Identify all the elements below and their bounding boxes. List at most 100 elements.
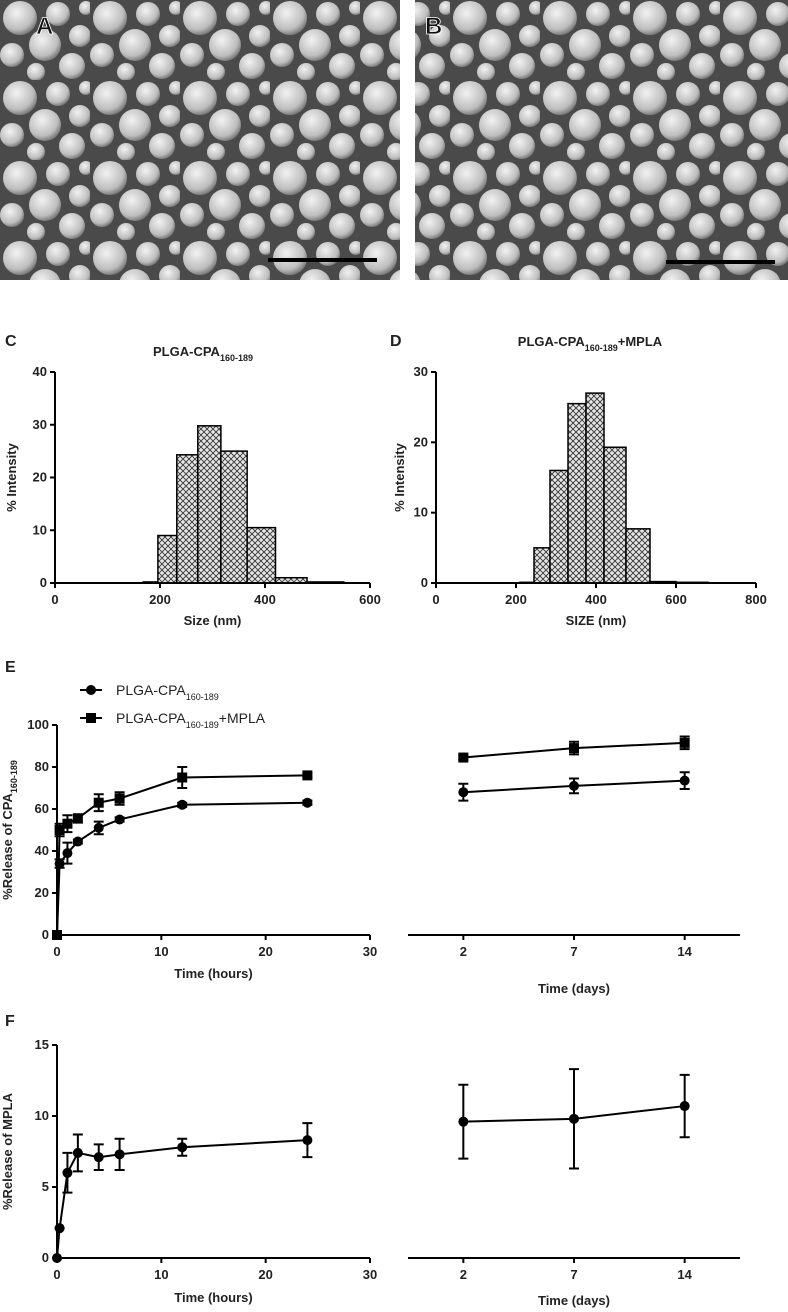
x-tick-label: 7 — [570, 944, 577, 959]
series-line — [56, 1139, 308, 1259]
marker — [302, 797, 313, 808]
marker — [569, 780, 579, 791]
y-tick-label: 5 — [42, 1179, 49, 1194]
x-tick-label: 0 — [53, 944, 60, 959]
y-axis-label-part: %Release of CPA — [0, 793, 15, 900]
x-tick-label: 0 — [53, 1267, 60, 1282]
x-axis-label: Time (hours) — [174, 966, 253, 981]
y-tick-label: 80 — [35, 759, 49, 774]
panel-label: F — [5, 1013, 15, 1030]
chart-title: PLGA-CPA160-189+MPLA — [518, 334, 663, 353]
marker — [569, 743, 579, 754]
y-tick-label: 60 — [35, 801, 49, 816]
y-tick-label: 15 — [35, 1037, 49, 1052]
y-tick-label: 10 — [414, 505, 428, 520]
marker — [679, 1101, 690, 1112]
bar — [246, 526, 277, 584]
x-tick-label: 400 — [585, 592, 607, 607]
bar — [567, 402, 587, 584]
y-tick-label: 30 — [33, 417, 47, 432]
y-tick-label: 20 — [35, 885, 49, 900]
legend-label: PLGA-CPA160-189+MPLA — [116, 710, 266, 730]
y-axis-label: % Intensity — [4, 442, 19, 511]
marker — [93, 822, 104, 833]
chart-title-part: +MPLA — [618, 334, 663, 349]
marker — [114, 814, 125, 825]
x-tick-label: 10 — [154, 944, 168, 959]
y-tick-label: 10 — [33, 522, 47, 537]
marker — [86, 713, 96, 723]
x-tick-label: 20 — [258, 1267, 272, 1282]
panel-label: E — [5, 659, 16, 676]
y-axis-label-part: %Release of MPLA — [0, 1092, 15, 1210]
x-tick-label: 0 — [51, 592, 58, 607]
y-axis-label-part: 160-189 — [9, 760, 19, 793]
y-tick-label: 20 — [414, 434, 428, 449]
y-axis-label: %Release of MPLA — [0, 1092, 15, 1210]
marker — [52, 930, 62, 940]
panel-label: C — [5, 333, 17, 350]
x-tick-label: 2 — [460, 1267, 467, 1282]
marker — [679, 737, 690, 748]
x-tick-label: 30 — [363, 1267, 377, 1282]
x-axis-label: Time (hours) — [174, 1290, 253, 1305]
marker — [302, 1135, 313, 1146]
y-tick-label: 20 — [33, 470, 47, 485]
marker — [62, 848, 73, 859]
panel-label: A — [36, 13, 53, 40]
marker — [52, 1253, 62, 1263]
x-tick-label: 20 — [258, 944, 272, 959]
x-tick-label: 0 — [432, 592, 439, 607]
bar — [603, 446, 627, 584]
y-tick-label: 0 — [42, 927, 49, 942]
legend-label-part: PLGA-CPA — [116, 682, 186, 698]
y-axis-label: % Intensity — [392, 442, 407, 511]
bar — [197, 425, 222, 584]
x-axis-label: Time (days) — [538, 981, 610, 996]
marker — [114, 793, 125, 804]
bar — [549, 469, 569, 584]
y-tick-label: 10 — [35, 1108, 49, 1123]
marker — [458, 787, 469, 798]
bar — [533, 547, 551, 584]
marker — [72, 1147, 83, 1158]
marker — [177, 1142, 188, 1153]
y-tick-label: 40 — [33, 364, 47, 379]
y-tick-label: 40 — [35, 843, 49, 858]
marker — [86, 685, 96, 695]
y-axis-label: %Release of CPA160-189 — [0, 760, 19, 900]
marker — [62, 818, 73, 829]
bar — [220, 450, 248, 584]
marker — [62, 1167, 73, 1178]
marker — [72, 813, 83, 824]
marker — [458, 1116, 469, 1127]
chart-title-part: PLGA-CPA — [153, 344, 221, 359]
x-tick-label: 2 — [460, 944, 467, 959]
marker — [177, 799, 188, 810]
x-tick-label: 400 — [254, 592, 276, 607]
marker — [93, 797, 104, 808]
sem-image — [415, 0, 788, 280]
chart-title-part: 160-189 — [585, 343, 618, 353]
legend-label-part: 160-189 — [186, 720, 219, 730]
bar — [625, 528, 651, 584]
marker — [679, 775, 690, 786]
y-tick-label: 0 — [40, 575, 47, 590]
bar — [176, 454, 199, 584]
chart-title-part: 160-189 — [220, 353, 253, 363]
panel-label: B — [425, 13, 442, 40]
panel-label: D — [390, 333, 402, 350]
x-tick-label: 200 — [149, 592, 171, 607]
chart-title: PLGA-CPA160-189 — [153, 344, 253, 363]
marker — [72, 836, 83, 847]
y-tick-label: 0 — [421, 575, 428, 590]
x-tick-label: 14 — [677, 1267, 692, 1282]
marker — [54, 1223, 65, 1234]
x-tick-label: 30 — [363, 944, 377, 959]
chart-title-part: PLGA-CPA — [518, 334, 586, 349]
marker — [569, 1113, 579, 1124]
x-tick-label: 7 — [570, 1267, 577, 1282]
x-tick-label: 14 — [677, 944, 692, 959]
legend-label-part: 160-189 — [186, 692, 219, 702]
